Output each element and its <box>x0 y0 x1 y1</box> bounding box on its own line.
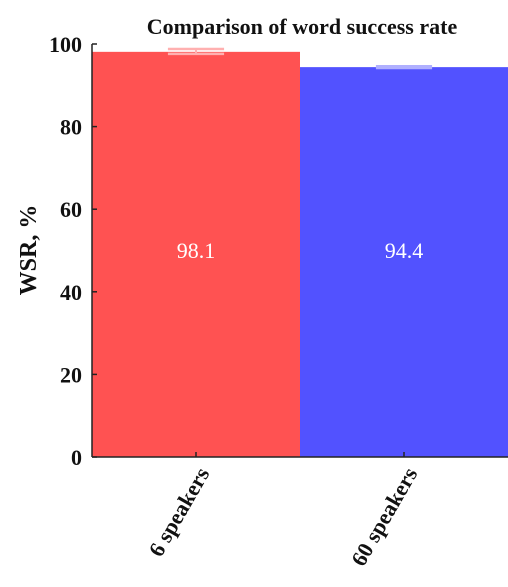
y-axis: 0 20 40 60 80 100 <box>49 32 97 470</box>
category-label-2: 60 speakers <box>346 463 423 571</box>
category-label-1: 6 speakers <box>143 463 214 561</box>
errorbars-layer <box>167 47 433 70</box>
y-tick-label-20: 20 <box>60 362 82 387</box>
y-tick-label-60: 60 <box>60 197 82 222</box>
bar-1 <box>92 51 300 458</box>
error-bar-2 <box>375 65 433 70</box>
error-bar-1 <box>167 47 225 56</box>
y-tick-label-80: 80 <box>60 115 82 140</box>
x-axis: 6 speakers 60 speakers <box>92 452 508 570</box>
y-tick-label-100: 100 <box>49 32 82 57</box>
data-label-1: 98.1 <box>177 238 216 263</box>
y-tick-label-0: 0 <box>71 445 82 470</box>
y-axis-label: WSR, % <box>16 205 42 296</box>
data-label-2: 94.4 <box>385 238 424 263</box>
bars-layer <box>92 51 508 458</box>
bar-2 <box>300 67 508 458</box>
y-tick-label-40: 40 <box>60 280 82 305</box>
data-labels-layer: 98.1 94.4 <box>177 238 424 263</box>
chart-title: Comparison of word success rate <box>147 14 458 39</box>
